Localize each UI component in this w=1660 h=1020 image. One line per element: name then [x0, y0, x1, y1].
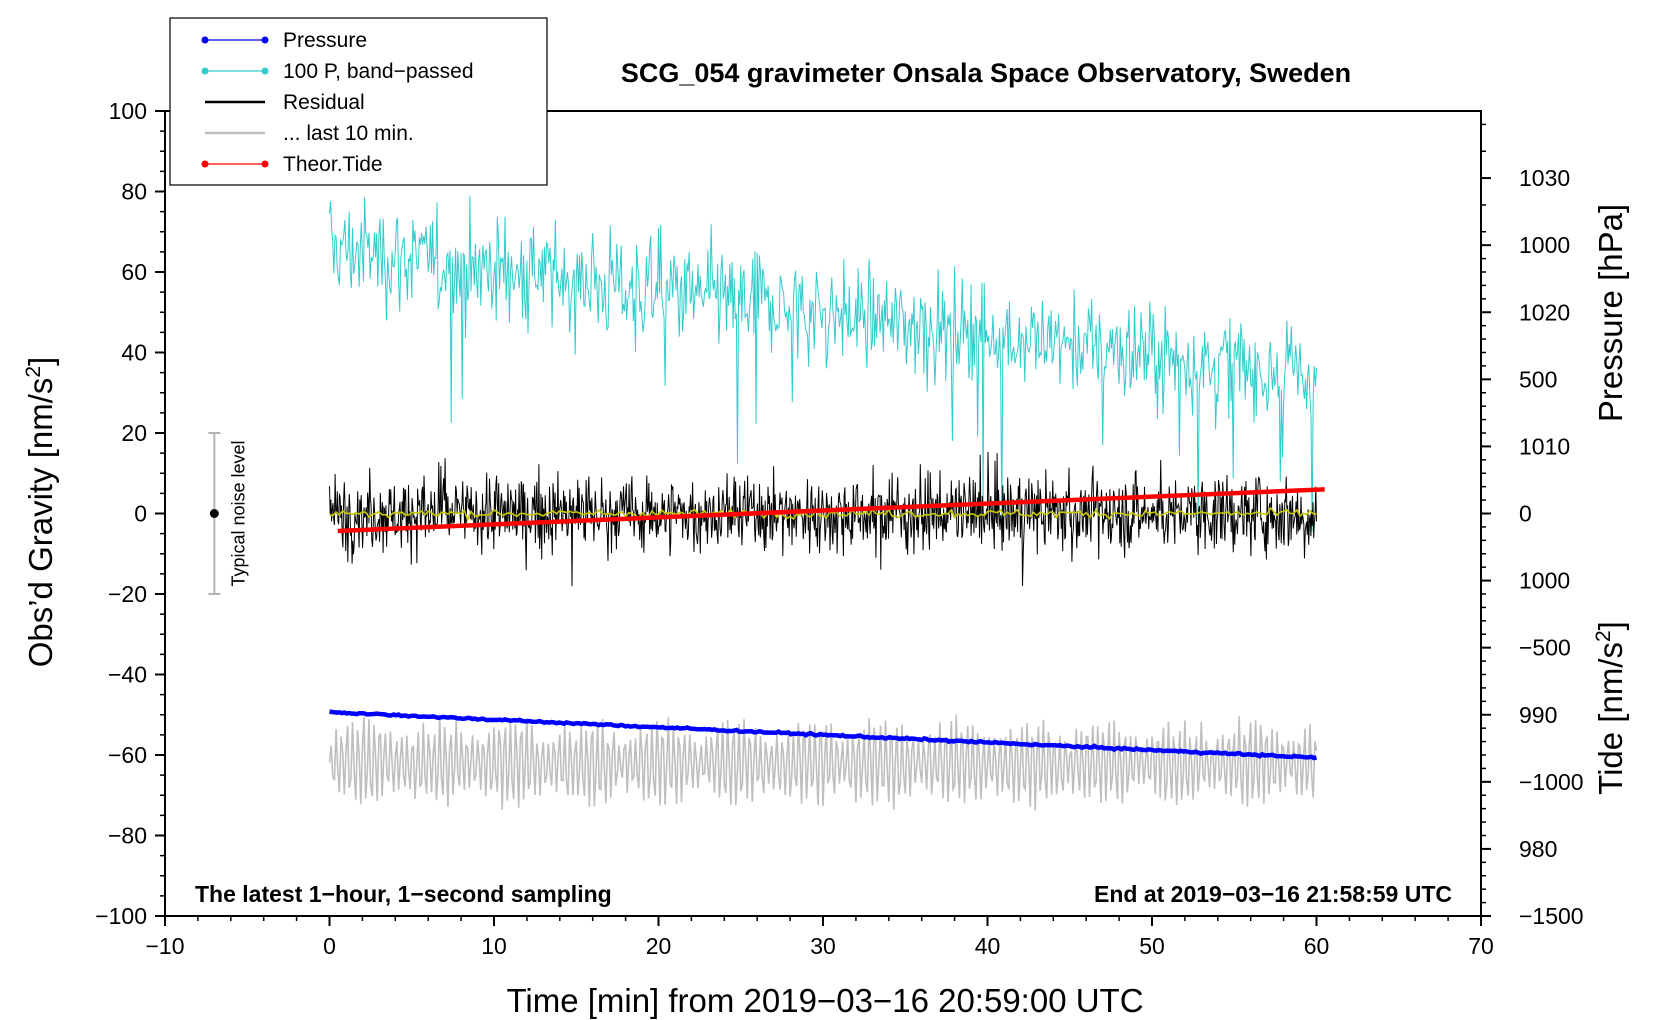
pressure-tick-label: 1000 [1519, 568, 1570, 594]
legend-label: Theor.Tide [283, 153, 383, 176]
legend-items: Pressure 100 P, band−passed Residual ... la… [201, 29, 474, 176]
y-axis-tide-title: Tide [nm/s2] [1592, 621, 1629, 795]
x-tick-label: 0 [323, 933, 336, 959]
y-left-tick-label: −60 [108, 742, 147, 768]
tide-tick-label: −500 [1519, 635, 1571, 661]
pressure-tick-label: 990 [1519, 702, 1557, 728]
y-left-tick-label: −100 [95, 903, 147, 929]
y-left-tick-label: 20 [121, 420, 147, 446]
series-last-10-min [328, 714, 1318, 811]
legend: Pressure 100 P, band−passed Residual ... la… [169, 17, 548, 186]
y-left-tick-label: −40 [108, 662, 147, 688]
y-left-tick-label: −80 [108, 823, 147, 849]
series-pressure [329, 709, 1318, 761]
noise-indicator: Typical noise level [208, 432, 248, 595]
series-residual-smoothed [329, 506, 1317, 523]
pressure-tick-label: 1020 [1519, 299, 1570, 325]
pressure-tick-label: 980 [1519, 836, 1557, 862]
tide-tick-label: 0 [1519, 501, 1532, 527]
noise-bar-center [209, 509, 219, 518]
y-left-tick-label: −20 [108, 581, 147, 607]
axes-layer: −10 0 10 20 30 40 50 60 70100806040200−20−40−60−… [95, 98, 1583, 959]
legend-label: Pressure [283, 29, 367, 52]
end-time-note: End at 2019−03−16 21:58:59 UTC [1094, 881, 1452, 907]
series-layer [328, 195, 1325, 811]
y-axis-pressure-title: Pressure [hPa] [1592, 204, 1629, 422]
tide-tick-label: 500 [1519, 366, 1557, 392]
x-tick-label: 40 [975, 933, 1001, 959]
x-tick-label: 70 [1468, 933, 1494, 959]
tide-tick-label: −1500 [1519, 903, 1584, 929]
legend-marker [201, 160, 209, 168]
tide-tick-label: 1000 [1519, 232, 1570, 258]
y-left-tick-label: 40 [121, 340, 147, 366]
x-tick-label: −10 [145, 933, 184, 959]
legend-marker [261, 160, 269, 168]
x-axis-title: Time [min] from 2019−03−16 20:59:00 UTC [506, 982, 1143, 1019]
y-axis-left-title-end: ] [22, 357, 59, 366]
series-bandpassed-pressure [329, 195, 1317, 532]
series-theoretical-tide [337, 487, 1325, 534]
legend-label: 100 P, band−passed [283, 60, 474, 83]
y-left-tick-label: 100 [109, 98, 147, 124]
tide-tick-label: −1000 [1519, 769, 1584, 795]
x-tick-label: 20 [646, 933, 672, 959]
pressure-tick-label: 1010 [1519, 433, 1570, 459]
y-axis-left-title: Obs’d Gravity [nm/s2] [22, 357, 59, 668]
pressure-tick-label: 1030 [1519, 165, 1570, 191]
y-left-tick-label: 60 [121, 259, 147, 285]
x-tick-label: 30 [810, 933, 836, 959]
x-tick-label: 50 [1139, 933, 1165, 959]
x-tick-label: 10 [481, 933, 507, 959]
legend-marker [261, 36, 269, 44]
y-axis-tide-title-main: Tide [nm/s [1592, 642, 1629, 795]
sampling-note: The latest 1−hour, 1−second sampling [195, 881, 612, 907]
y-axis-left-title-sup: 2 [22, 366, 45, 378]
y-axis-tide-title-end: ] [1592, 621, 1629, 630]
legend-marker [261, 67, 269, 75]
x-tick-label: 60 [1304, 933, 1330, 959]
legend-marker [201, 36, 209, 44]
series-residual [329, 451, 1317, 587]
legend-label: Residual [283, 91, 365, 114]
y-axis-tide-title-sup: 2 [1592, 630, 1615, 642]
noise-label: Typical noise level [228, 440, 248, 586]
legend-marker [201, 67, 209, 75]
y-left-tick-label: 80 [121, 179, 147, 205]
y-axis-left-title-main: Obs’d Gravity [nm/s [22, 378, 59, 668]
legend-label: ... last 10 min. [283, 122, 414, 145]
chart-title: SCG_054 gravimeter Onsala Space Observat… [621, 58, 1351, 88]
y-left-tick-label: 0 [134, 501, 147, 527]
